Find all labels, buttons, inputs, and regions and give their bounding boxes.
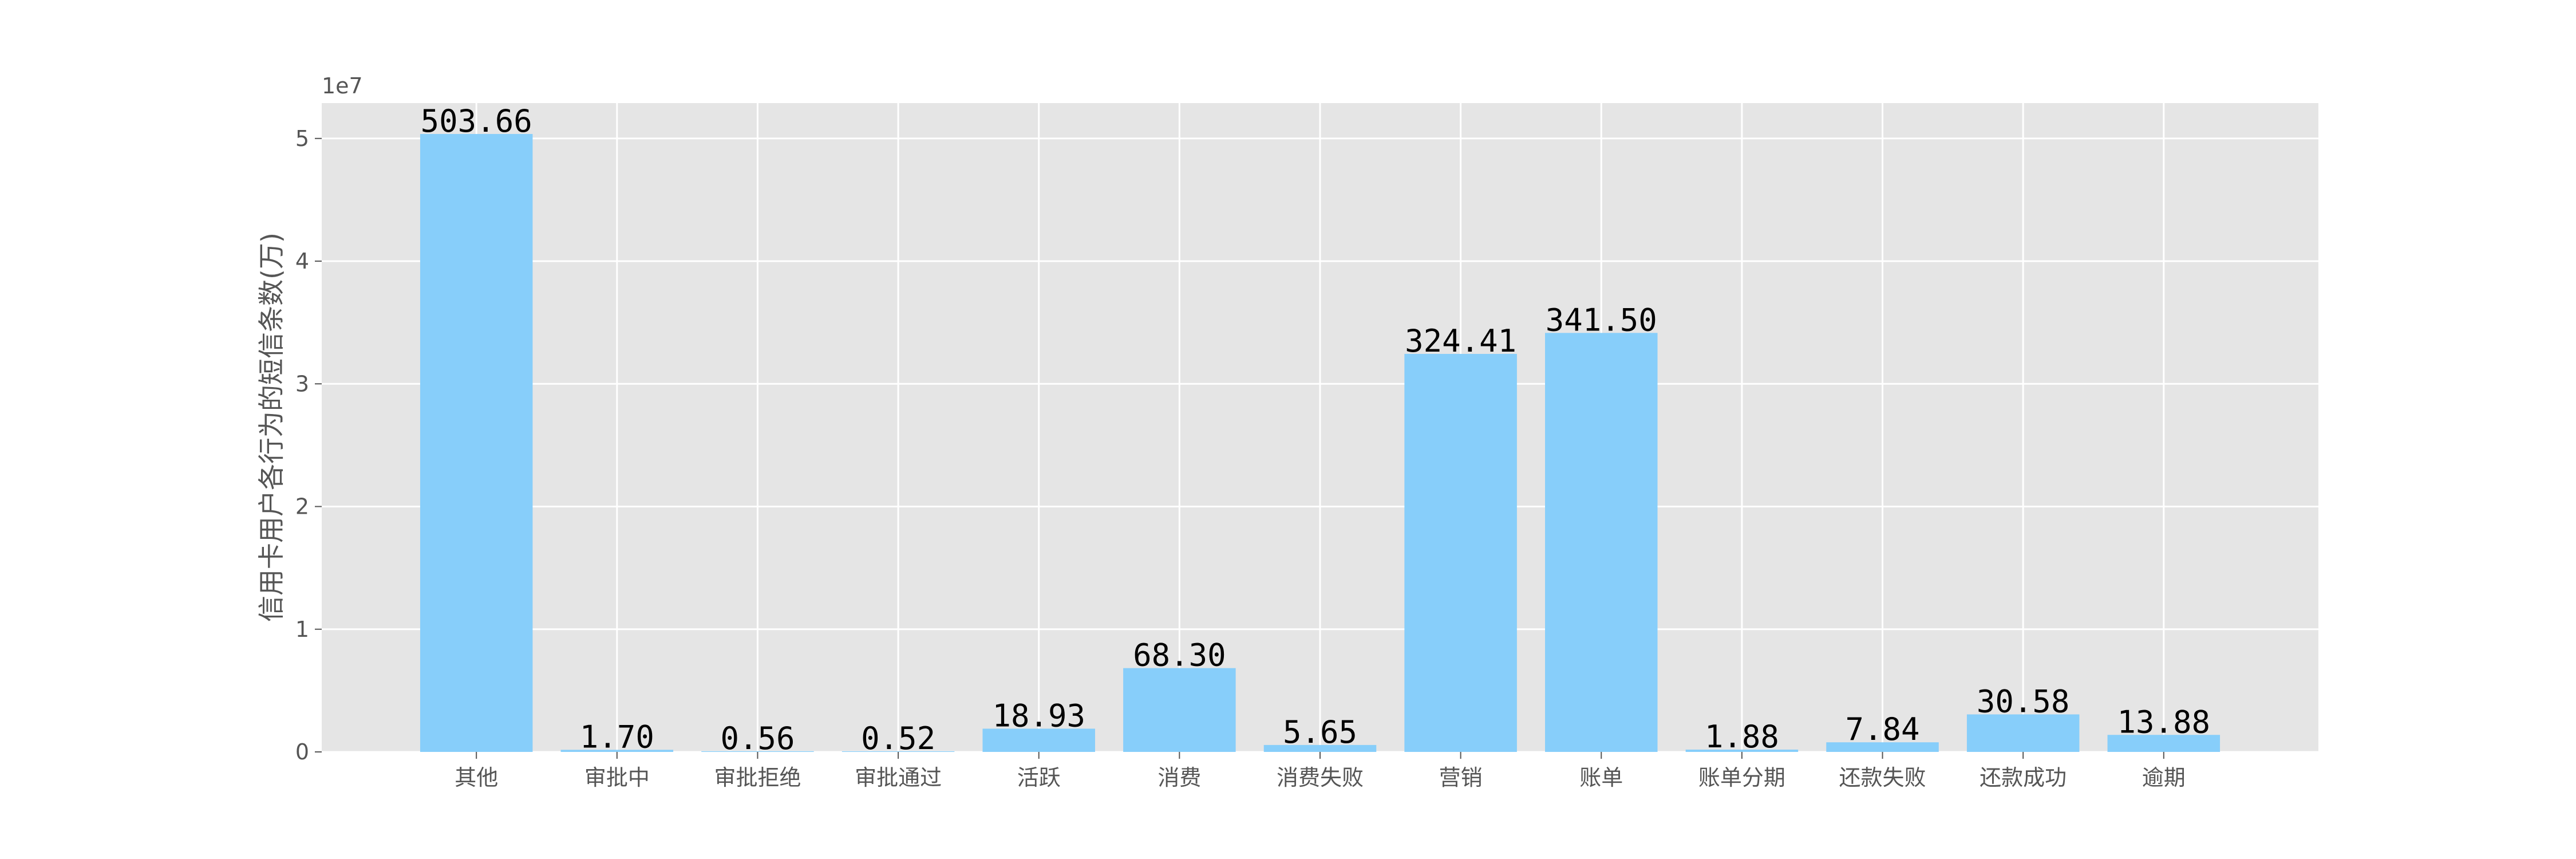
data-label: 30.58 bbox=[1977, 683, 2070, 719]
data-labels: 503.66 1.70 0.56 0.52 18.93 68.30 5.65 324.41 34… bbox=[421, 103, 2210, 756]
y-tick-label: 4 bbox=[295, 249, 309, 274]
x-tick-label: 审批中 bbox=[584, 765, 650, 790]
y-tick-label: 3 bbox=[295, 371, 309, 396]
bars bbox=[420, 133, 2221, 752]
y-tick-label: 2 bbox=[295, 494, 309, 519]
bar bbox=[560, 750, 674, 752]
x-tick-label: 活跃 bbox=[1017, 765, 1061, 790]
bar bbox=[1685, 749, 1799, 752]
y-tick-label: 0 bbox=[295, 739, 309, 765]
data-label: 1.88 bbox=[1705, 719, 1779, 755]
data-label: 68.30 bbox=[1133, 637, 1226, 673]
y-offset-label: 1e7 bbox=[322, 73, 363, 98]
data-label: 1.70 bbox=[580, 719, 654, 755]
bar bbox=[1826, 742, 1939, 752]
data-label: 7.84 bbox=[1846, 711, 1920, 747]
y-axis-label: 信用卡用户各行为的短信条数(万) bbox=[256, 233, 287, 622]
bar bbox=[420, 133, 533, 752]
data-label: 0.56 bbox=[720, 720, 795, 756]
bar bbox=[1123, 668, 1236, 752]
x-tick-label: 营销 bbox=[1439, 765, 1483, 790]
x-tick-label: 还款成功 bbox=[1980, 765, 2067, 790]
data-label: 324.41 bbox=[1405, 323, 1516, 359]
x-tick-label: 账单分期 bbox=[1698, 765, 1785, 790]
data-label: 18.93 bbox=[992, 698, 1085, 734]
x-tick-label: 还款失败 bbox=[1839, 765, 1926, 790]
data-label: 0.52 bbox=[861, 720, 935, 756]
y-tick-label: 1 bbox=[295, 617, 309, 642]
x-tick-label: 逾期 bbox=[2142, 765, 2186, 790]
bar bbox=[982, 728, 1095, 752]
x-tick-label: 账单 bbox=[1579, 765, 1623, 790]
bar bbox=[1966, 714, 2080, 752]
bar bbox=[1545, 333, 1658, 752]
bar bbox=[1404, 353, 1517, 752]
x-tick-label: 其他 bbox=[455, 765, 498, 790]
data-label: 5.65 bbox=[1283, 714, 1357, 750]
data-label: 13.88 bbox=[2117, 704, 2211, 740]
bar bbox=[701, 751, 814, 752]
x-tick-label: 审批拒绝 bbox=[714, 765, 801, 790]
bar bbox=[841, 751, 955, 752]
x-tick-label: 审批通过 bbox=[855, 765, 942, 790]
data-label: 341.50 bbox=[1546, 302, 1657, 338]
bar bbox=[1263, 744, 1377, 752]
x-tick-label: 消费失败 bbox=[1277, 765, 1364, 790]
x-tick-label: 消费 bbox=[1157, 765, 1201, 790]
axis-ticks: 0 1 2 3 4 5 其他 审批中 审批拒绝 审批通过 活跃 消费 消费失败 营销 账单 账单分期 还款失败 还… bbox=[295, 126, 2186, 790]
bar bbox=[2107, 735, 2221, 752]
data-label: 503.66 bbox=[421, 103, 532, 139]
y-tick-label: 5 bbox=[295, 126, 309, 151]
